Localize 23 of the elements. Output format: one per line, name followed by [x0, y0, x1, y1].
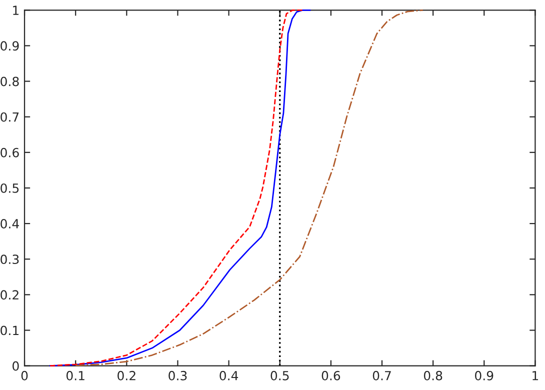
- y-tick-label: 0.8: [0, 76, 19, 86]
- y-tick-label: 0.3: [0, 254, 19, 264]
- x-tick-label: 0.4: [220, 370, 238, 380]
- x-tick-label: 0.7: [372, 370, 391, 380]
- y-tick-label: 0.9: [0, 41, 19, 51]
- x-tick-label: 0.3: [168, 370, 187, 380]
- x-tick-label: 1: [532, 371, 538, 380]
- y-tick-label: 0.5: [0, 183, 19, 193]
- y-tick-label: 1: [13, 6, 19, 15]
- x-tick-label: 0.5: [270, 370, 289, 380]
- y-tick-label: 0.7: [0, 112, 19, 122]
- x-tick-label: 0.6: [322, 370, 340, 380]
- line-series: [74, 9, 424, 366]
- y-tick-label: 0.6: [0, 148, 19, 158]
- y-tick-label: 0.2: [0, 290, 18, 300]
- x-tick-label: 0.8: [424, 370, 442, 380]
- x-tick-label: 0.9: [475, 370, 494, 380]
- y-tick-label: 0.1: [0, 326, 19, 336]
- y-tick-label: 0.4: [0, 219, 19, 228]
- x-tick-label: 0: [21, 370, 28, 380]
- y-tick-label: 0: [12, 361, 19, 371]
- x-tick-label: 0.1: [66, 370, 84, 380]
- x-tick-label: 0.2: [118, 370, 136, 380]
